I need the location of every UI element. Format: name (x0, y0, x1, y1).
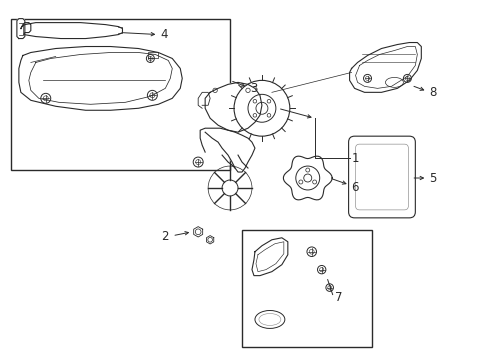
FancyBboxPatch shape (355, 144, 407, 210)
FancyBboxPatch shape (348, 136, 414, 218)
Bar (11, 19, 229, 170)
Ellipse shape (254, 310, 285, 328)
Text: 3: 3 (249, 82, 257, 95)
Polygon shape (283, 156, 331, 200)
Polygon shape (205, 82, 262, 132)
Bar (242, 230, 371, 347)
Text: 4: 4 (160, 28, 167, 41)
Text: 5: 5 (428, 171, 436, 185)
Polygon shape (17, 19, 25, 39)
Polygon shape (200, 128, 254, 172)
Text: 1: 1 (351, 152, 358, 165)
Polygon shape (21, 23, 122, 39)
Text: 8: 8 (428, 86, 436, 99)
Text: 7: 7 (334, 291, 342, 304)
Polygon shape (19, 46, 182, 110)
Ellipse shape (259, 314, 280, 325)
Text: 6: 6 (351, 181, 358, 194)
Text: 2: 2 (161, 230, 168, 243)
Polygon shape (198, 92, 210, 108)
Polygon shape (349, 42, 421, 92)
Polygon shape (251, 238, 287, 276)
